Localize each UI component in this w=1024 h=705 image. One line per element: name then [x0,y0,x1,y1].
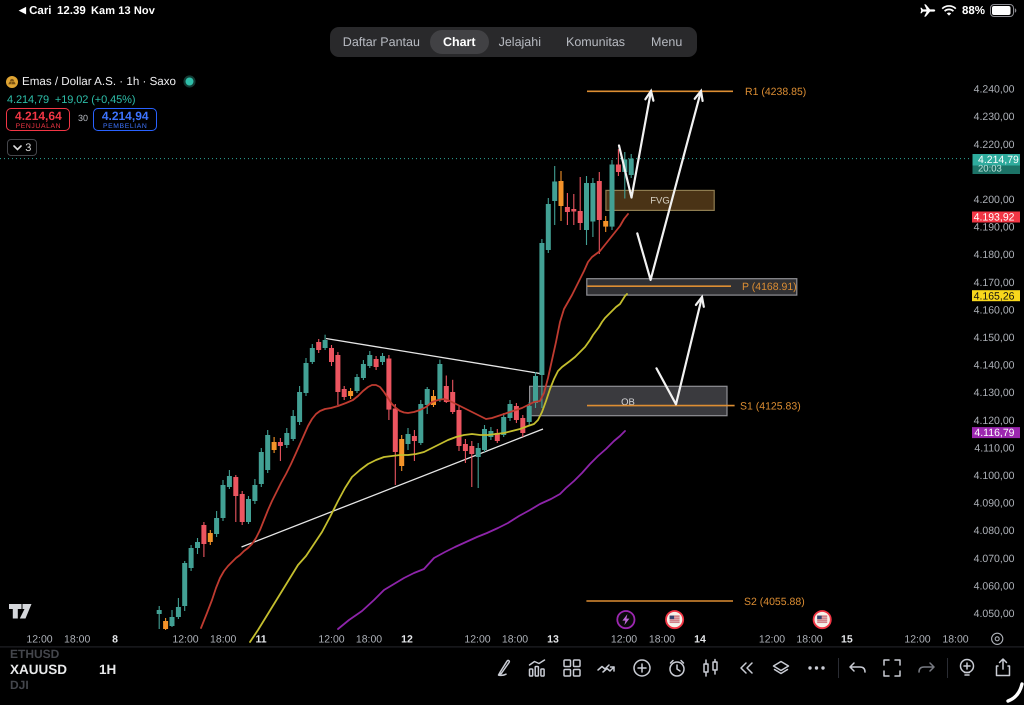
svg-text:18:00: 18:00 [210,633,236,645]
svg-text:4.165,26: 4.165,26 [974,290,1015,302]
svg-text:12:00: 12:00 [904,633,930,645]
svg-text:4.120,00: 4.120,00 [974,415,1015,427]
svg-text:4.170,00: 4.170,00 [974,277,1015,289]
svg-text:18:00: 18:00 [356,633,382,645]
svg-text:4.090,00: 4.090,00 [974,498,1015,510]
svg-text:18:00: 18:00 [64,633,90,645]
svg-text:8: 8 [112,633,118,645]
svg-text:12:00: 12:00 [611,633,637,645]
svg-text:18:00: 18:00 [942,633,968,645]
svg-text:FVG: FVG [650,196,670,207]
svg-text:4.150,00: 4.150,00 [974,332,1015,344]
svg-text:4.230,00: 4.230,00 [974,111,1015,123]
svg-text:11: 11 [255,633,266,645]
svg-text:4.180,00: 4.180,00 [974,249,1015,261]
svg-text:18:00: 18:00 [502,633,528,645]
svg-text:20:03: 20:03 [978,164,1002,175]
svg-text:4.060,00: 4.060,00 [974,580,1015,592]
svg-text:S2 (4055.88): S2 (4055.88) [744,596,805,608]
svg-text:4.220,00: 4.220,00 [974,139,1015,151]
svg-text:4.070,00: 4.070,00 [974,553,1015,565]
svg-text:15: 15 [841,633,853,645]
svg-text:4.240,00: 4.240,00 [974,84,1015,96]
svg-text:4.110,00: 4.110,00 [974,442,1014,454]
svg-text:12:00: 12:00 [318,633,344,645]
svg-text:4.130,00: 4.130,00 [974,387,1015,399]
svg-text:12:00: 12:00 [759,633,785,645]
svg-text:OB: OB [621,397,635,408]
svg-text:P (4168.91): P (4168.91) [742,281,797,293]
svg-text:18:00: 18:00 [796,633,822,645]
svg-text:13: 13 [547,633,559,645]
svg-text:18:00: 18:00 [649,633,675,645]
svg-text:4.160,00: 4.160,00 [974,304,1015,316]
svg-text:14: 14 [694,633,706,645]
svg-text:12:00: 12:00 [26,633,52,645]
svg-text:12: 12 [401,633,413,645]
svg-text:4.190,00: 4.190,00 [974,222,1015,234]
svg-text:R1 (4238.85): R1 (4238.85) [745,86,806,98]
svg-text:4.116,79: 4.116,79 [974,427,1014,439]
svg-text:12:00: 12:00 [464,633,490,645]
svg-text:12:00: 12:00 [172,633,198,645]
svg-text:4.140,00: 4.140,00 [974,360,1015,372]
svg-text:S1 (4125.83): S1 (4125.83) [740,401,801,413]
svg-text:4.193,92: 4.193,92 [974,212,1015,224]
svg-text:4.080,00: 4.080,00 [974,525,1015,537]
svg-text:4.214,79: 4.214,79 [978,154,1019,166]
svg-text:4.100,00: 4.100,00 [974,470,1015,482]
svg-text:4.200,00: 4.200,00 [974,194,1015,206]
svg-text:4.050,00: 4.050,00 [974,608,1015,620]
